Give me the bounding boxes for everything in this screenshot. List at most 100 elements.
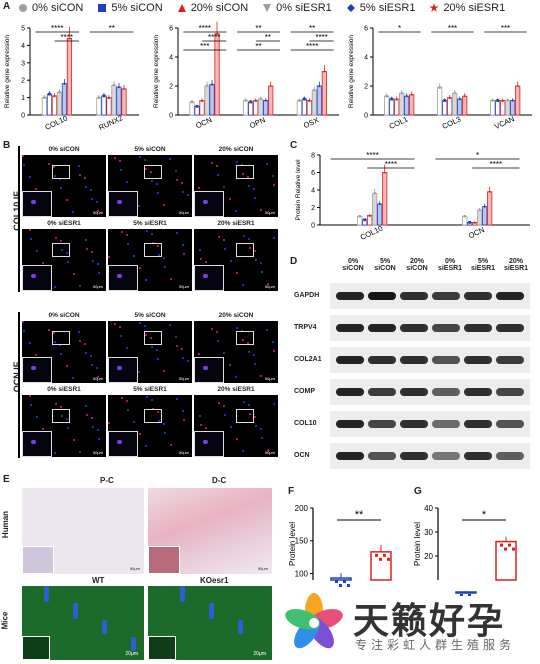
data-point [312,88,316,92]
y-tick-label: 4 [169,55,173,62]
significance-label: ** [255,24,261,33]
data-point [53,94,56,98]
bar [296,100,302,116]
bar [51,95,58,116]
significance-label: *** [501,24,510,33]
bar [96,97,102,116]
bar [209,84,215,116]
y-tick-label: 4 [311,188,315,195]
y-tick-label: 2 [169,84,173,91]
bar [382,172,388,226]
diamond-marker-icon [346,4,355,12]
if-image: 50μm [22,155,106,217]
wb-row-label: COL10 [294,420,317,427]
bar [500,100,506,116]
category-label: OSX [302,115,320,130]
if-group-bracket [18,146,20,292]
data-point [375,553,378,557]
data-point [516,84,520,88]
y-tick-label: 0 [169,113,173,120]
y-tick-label: 4 [21,43,25,50]
y-tick-label: 200 [295,504,309,513]
panel-letter-c: C [290,140,298,151]
data-point [254,99,258,102]
data-point [460,594,463,596]
bar [372,193,378,226]
data-point [269,84,273,88]
histo-row-label: Human [1,510,11,539]
y-tick-label: 6 [169,26,173,33]
data-point [488,190,492,194]
data-point [343,580,346,584]
data-point [383,553,386,557]
if-group-bracket [18,312,20,458]
significance-label: **** [208,33,220,42]
scale-bar-label: 50μm [264,284,275,289]
histo-title: D-C [212,476,227,485]
zoom-box [236,243,254,257]
if-image: 50μm [108,395,192,457]
bar [384,95,390,116]
data-point [107,96,111,99]
data-point [504,547,507,551]
zoom-box [236,331,254,345]
bar [447,97,453,116]
bar [462,95,468,116]
category-label: COL10 [44,114,69,132]
bar [189,101,195,116]
if-side-label: COL10 IF [12,191,22,231]
chart-f: 100 150 200 Protein level ** [288,504,392,588]
significance-label: **** [199,24,211,33]
data-point [468,220,472,224]
bar [306,100,312,116]
y-tick-label: 2 [311,205,315,212]
data-point [410,93,414,97]
bar [121,88,127,116]
wb-row-label: TRPV4 [294,324,317,331]
category-label: RUNX2 [97,113,124,132]
data-point [302,97,306,101]
flower-logo-icon [285,593,343,649]
histo-title: WT [92,576,105,585]
legend-label: 0% siESR1 [276,2,332,14]
bar [389,98,395,116]
bar [199,100,205,116]
scale-bar-label: 50μm [92,450,103,455]
zoom-box [52,243,70,257]
if-image: 50μm [194,395,278,457]
wb-row-label: COMP [294,388,315,395]
data-point [264,99,268,102]
watermark-subtitle: 专注彩虹人群生殖服务 [355,638,516,652]
scale-bar-label: 50μm [178,210,189,215]
bar [394,98,400,116]
if-caption: 5% siESR1 [133,386,167,393]
wb-blot-strip [330,283,530,309]
category-label: OCN [467,225,486,240]
if-image: 50μm [108,321,192,383]
bar [515,85,521,116]
legend-item: 20% siCON [177,2,248,14]
category-label: OPN [248,115,267,130]
data-point [496,99,500,102]
data-point [508,543,511,547]
if-image: 50μm [194,155,278,217]
data-point [244,99,248,102]
if-caption: 0% siESR1 [47,220,81,227]
significance-label: **** [306,42,318,51]
wb-blot-strip [330,315,530,341]
y-tick-label: 4 [364,55,368,62]
bar [477,209,483,226]
data-point [297,99,301,102]
inset-image [22,357,52,383]
legend-item: 0% siCON [18,2,83,14]
if-image: 50μm [108,155,192,217]
zoom-box [144,243,162,257]
data-point [511,99,515,102]
wb-row-label: COL2A1 [294,356,322,363]
zoom-box [144,165,162,179]
wb-lane-header: 20% siESR1 [503,258,529,272]
bar [377,203,383,226]
significance-label: ** [255,42,261,51]
bar [510,100,516,116]
if-image: 50μm [22,321,106,383]
